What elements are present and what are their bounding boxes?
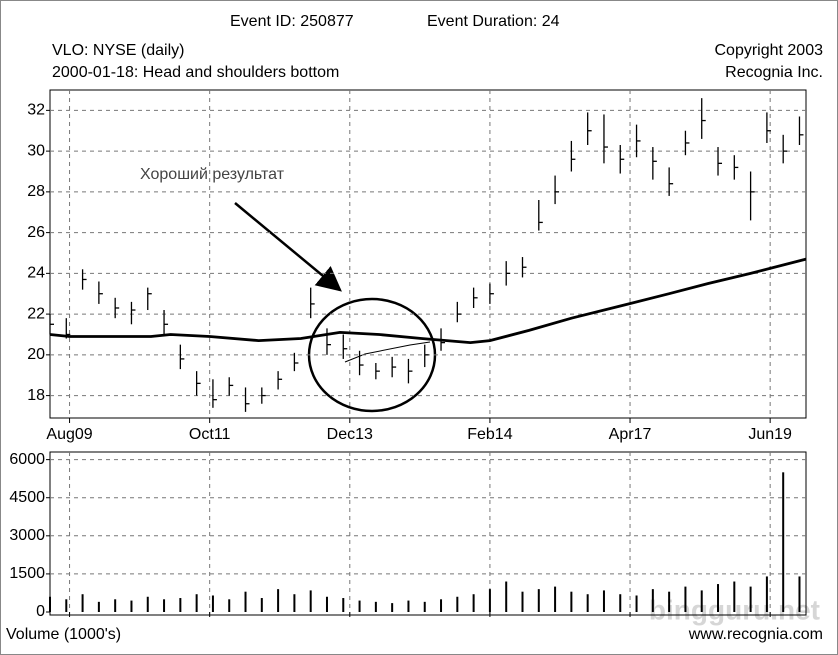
volume-bar — [211, 595, 214, 612]
y-tick-label: 32 — [27, 102, 45, 119]
volume-bar — [65, 599, 68, 612]
volume-bar — [163, 599, 166, 612]
volume-bar — [717, 584, 720, 612]
volume-bar — [97, 601, 100, 612]
volume-bar — [765, 576, 768, 612]
event-duration: Event Duration: 24 — [427, 13, 560, 30]
volume-bar — [668, 591, 671, 612]
volume-bar — [130, 600, 133, 612]
y-tick-label: 30 — [27, 142, 45, 159]
neckline — [344, 341, 431, 363]
chart-title: VLO: NYSE (daily) — [52, 42, 184, 59]
volume-bar — [505, 581, 508, 612]
x-tick-label: Feb14 — [467, 426, 512, 443]
volume-bar — [49, 596, 51, 612]
volume-bar — [782, 472, 785, 612]
plot-area — [49, 89, 807, 419]
volume-bar — [586, 594, 589, 612]
volume-bar — [146, 596, 149, 612]
volume-bar — [570, 591, 573, 612]
y-tick-label: 22 — [27, 305, 45, 322]
volume-bar — [488, 589, 491, 612]
volume-bar — [342, 598, 345, 612]
volume-bar — [798, 576, 801, 612]
volume-bar — [700, 590, 703, 612]
volume-bar — [619, 594, 622, 612]
y-tick-label: 18 — [27, 387, 45, 404]
volume-bar — [179, 598, 182, 612]
y-tick-label: 20 — [27, 346, 45, 363]
arrow — [234, 202, 342, 292]
y-tick-label: 28 — [27, 183, 45, 200]
volume-bar — [293, 594, 296, 612]
volume-bar — [602, 590, 605, 612]
volume-bar — [423, 601, 426, 612]
website: www.recognia.com — [688, 626, 823, 643]
volume-bar — [651, 589, 654, 612]
volume-bar — [358, 600, 361, 612]
y-axis-label: Volume (1000's) — [6, 626, 121, 643]
y-tick-label: 4500 — [9, 489, 45, 506]
volume-bar — [635, 595, 638, 612]
volume-bar — [456, 596, 459, 612]
volume-bar — [374, 601, 377, 612]
volume-bar — [407, 600, 410, 612]
y-tick-label: 26 — [27, 224, 45, 241]
volume-bar — [440, 599, 443, 612]
volume-bar — [114, 599, 117, 612]
y-tick-label: 6000 — [9, 451, 45, 468]
volume-bar — [244, 591, 247, 612]
volume-bar — [472, 594, 475, 612]
copyright: Copyright 2003 — [714, 42, 823, 59]
annotation: Хороший результат — [140, 166, 285, 183]
y-tick-label: 3000 — [9, 527, 45, 544]
moving-average — [49, 257, 807, 345]
volume-bar — [391, 603, 394, 612]
x-tick-label: Apr17 — [609, 426, 652, 443]
event-id: Event ID: 250877 — [230, 13, 354, 30]
volume-bar — [81, 594, 84, 612]
volume-bar — [309, 590, 312, 612]
volume-bar — [260, 598, 263, 612]
volume-bar — [228, 599, 231, 612]
plot-area — [49, 451, 807, 616]
chart-subtitle: 2000-01-18: Head and shoulders bottom — [52, 64, 339, 81]
y-tick-label: 24 — [27, 265, 45, 282]
volume-bar — [521, 591, 524, 612]
volume-bar — [733, 581, 736, 612]
company: Recognia Inc. — [725, 64, 823, 81]
volume-bar — [749, 586, 752, 612]
volume-bar — [195, 594, 198, 612]
x-tick-label: Dec13 — [327, 426, 373, 443]
y-tick-label: 1500 — [9, 565, 45, 582]
y-tick-label: 0 — [36, 603, 45, 620]
volume-bar — [537, 589, 540, 612]
volume-bar — [277, 589, 280, 612]
x-tick-label: Oct11 — [189, 426, 231, 443]
x-tick-label: Aug09 — [46, 426, 92, 443]
volume-bar — [684, 586, 687, 612]
volume-bar — [325, 596, 328, 612]
volume-bar — [554, 586, 557, 612]
x-tick-label: Jun19 — [748, 426, 792, 443]
